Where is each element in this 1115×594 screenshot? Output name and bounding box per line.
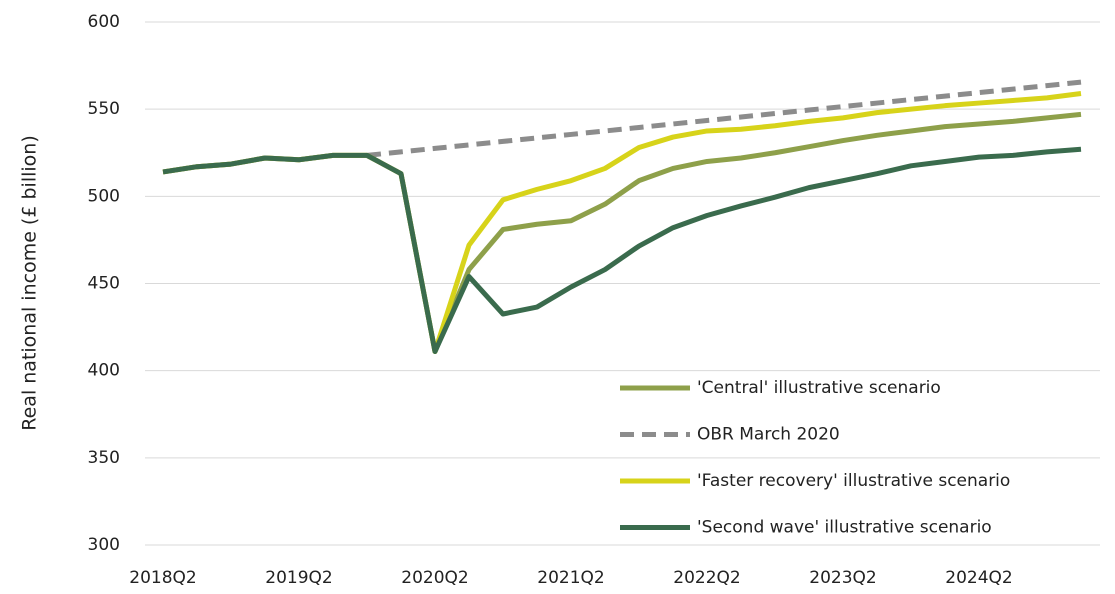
x-tick-label: 2023Q2 [809, 568, 876, 588]
series-line [162, 90, 1082, 354]
x-tick-label: 2018Q2 [129, 568, 196, 588]
y-tick-label: 550 [88, 99, 120, 119]
y-tick-label: 450 [88, 274, 120, 294]
x-tick-label: 2019Q2 [265, 568, 332, 588]
series-line [162, 146, 1082, 354]
legend-label: 'Second wave' illustrative scenario [697, 518, 992, 538]
x-tick-label: 2022Q2 [673, 568, 740, 588]
legend-label: 'Central' illustrative scenario [697, 378, 941, 398]
x-tick-label: 2021Q2 [537, 568, 604, 588]
y-tick-label: 600 [88, 12, 120, 32]
legend-label: 'Faster recovery' illustrative scenario [697, 471, 1010, 491]
y-tick-label: 500 [88, 186, 120, 206]
series-line [366, 79, 1082, 158]
legend-label: OBR March 2020 [697, 425, 840, 445]
series-line [162, 111, 1082, 354]
x-tick-label: 2020Q2 [401, 568, 468, 588]
y-tick-label: 300 [88, 535, 120, 555]
y-tick-label: 400 [88, 361, 120, 381]
y-axis-label: Real national income (£ billion) [19, 135, 41, 430]
x-tick-label: 2024Q2 [945, 568, 1012, 588]
y-tick-label: 350 [88, 448, 120, 468]
